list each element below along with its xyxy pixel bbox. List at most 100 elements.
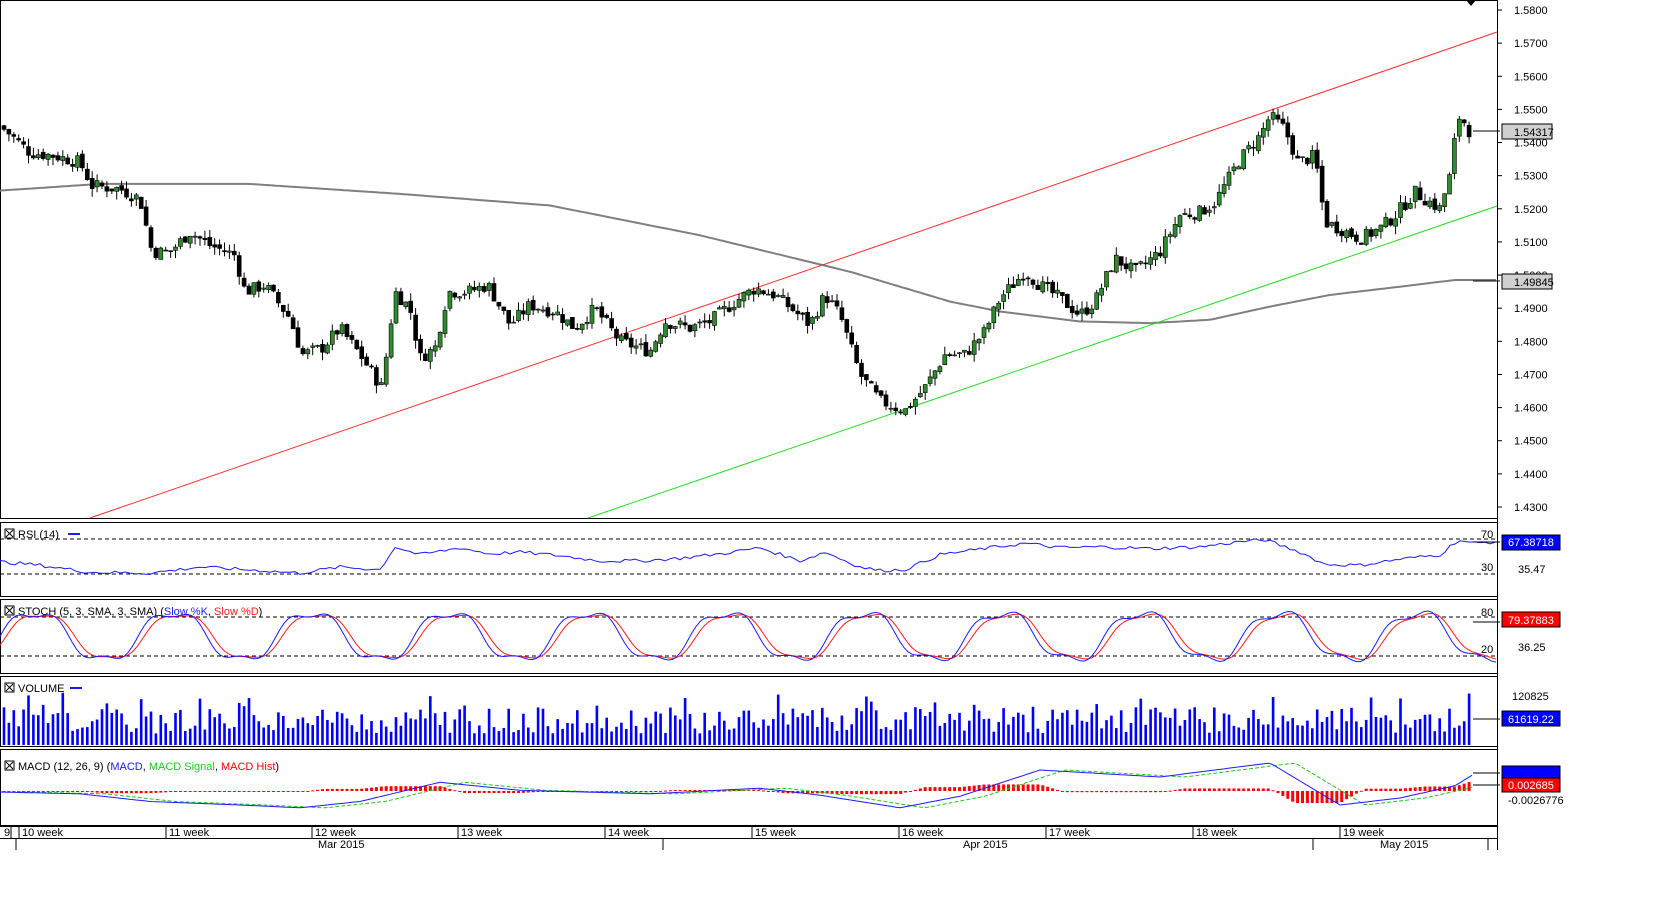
candle-body [153,247,159,258]
candle-body [45,153,51,160]
candle-body [124,188,129,198]
candle-body [810,317,815,324]
support-trendline[interactable] [587,205,1498,519]
candle-body [187,235,193,244]
volume-bar [1085,721,1089,745]
stoch-collapse-icon[interactable] [4,605,15,616]
candle-body [1442,193,1447,207]
scroll-end-marker-icon[interactable] [1466,0,1476,6]
candle-body [236,255,242,277]
candle-body [232,250,237,256]
ma-value-label: 1.49845 [1514,277,1554,289]
candle-body [60,156,66,161]
volume-bar [835,730,839,745]
candle-body [1349,228,1354,238]
macd-hist-bar [1413,787,1417,791]
candle-body [31,155,36,159]
volume-bar [791,708,795,745]
candle-body [1069,306,1075,314]
macd-signal-label: MACD Signal [149,761,215,773]
macd-hist-bar [355,788,359,791]
macd-hist-bar [71,791,75,792]
volume-bar [1423,714,1427,745]
candle-body [1143,262,1148,265]
candle-body [726,307,732,312]
macd-hist-bar [1154,791,1157,793]
volume-bar [703,712,706,745]
candle-body [89,178,95,189]
macd-hist-bar [1423,786,1427,791]
candle-body [94,180,100,188]
volume-bar [37,715,40,745]
candle-body [824,296,830,303]
macd-hist-bar [100,791,104,793]
macd-hist-bar [423,786,427,791]
rsi-level-high-label: 70 [1481,529,1493,541]
volume-bar [968,720,971,745]
macd-hist-bar [1188,788,1192,791]
macd-hist-bar [1002,784,1006,791]
candle-body [761,290,766,295]
macd-hist-bar [183,791,187,792]
candle-body [731,307,737,311]
macd-collapse-icon[interactable] [4,760,15,771]
macd-hist-bar [786,791,790,794]
macd-hist-bar [1408,787,1412,791]
candle-body [432,345,438,352]
candle-body [770,291,776,299]
volume-bar [762,719,765,745]
candle-body [1099,288,1104,296]
candle-body [952,354,957,357]
price-panel[interactable] [0,0,1498,519]
rsi-collapse-icon[interactable] [4,528,15,539]
volume-bar [164,723,167,745]
candle-body [359,346,365,360]
volume-bar [184,731,187,745]
volume-bar [1051,709,1054,745]
volume-bar [894,719,898,745]
candle-body [143,206,149,226]
candle-body [1295,155,1300,159]
volume-bar [228,728,231,745]
macd-hist-bar [1418,786,1422,791]
candle-body [383,356,389,385]
volume-title: VOLUME [18,683,64,695]
volume-collapse-icon[interactable] [4,682,15,693]
macd-hist-bar [1016,784,1020,791]
stoch-title-prefix: STOCH (5, 3, SMA, 3, SMA) ( [18,606,164,618]
volume-bar [1227,714,1231,745]
candle-body [183,236,188,243]
volume-bar [110,712,114,745]
volume-bar [443,711,447,745]
volume-bar [1340,708,1343,745]
macd-hist-bar [1056,789,1059,791]
macd-hist-bar [1090,791,1094,793]
macd-hist-bar [1384,788,1388,791]
volume-bar [649,723,653,745]
candle-body [917,393,923,398]
candle-body [222,250,227,253]
time-axis[interactable]: 9 10 week 11 week 12 week 13 week 14 week 15 w… [4,827,1489,851]
volume-bar [1026,732,1030,745]
volume-bar [1330,710,1334,745]
candle-body [1417,187,1423,201]
macd-hist-bar [56,791,60,792]
candle-body [1172,224,1178,237]
volume-bar [502,727,506,745]
current-price-label: 1.54317 [1514,127,1554,139]
candle-body [378,382,384,385]
rsi-panel[interactable] [0,522,1498,597]
candle-body [1040,281,1046,293]
macd-hist-bar [232,791,236,792]
resistance-trendline[interactable] [89,31,1498,519]
volume-bar [1061,712,1064,745]
macd-hist-bar [943,787,947,791]
volume-bar [198,698,202,745]
candle-body [388,323,394,358]
volume-bar [458,709,461,745]
macd-hist-bar [668,790,672,792]
volume-bar [193,725,197,745]
candle-body [1368,229,1374,237]
ma-value-marker: 1.49845 [1473,273,1554,290]
